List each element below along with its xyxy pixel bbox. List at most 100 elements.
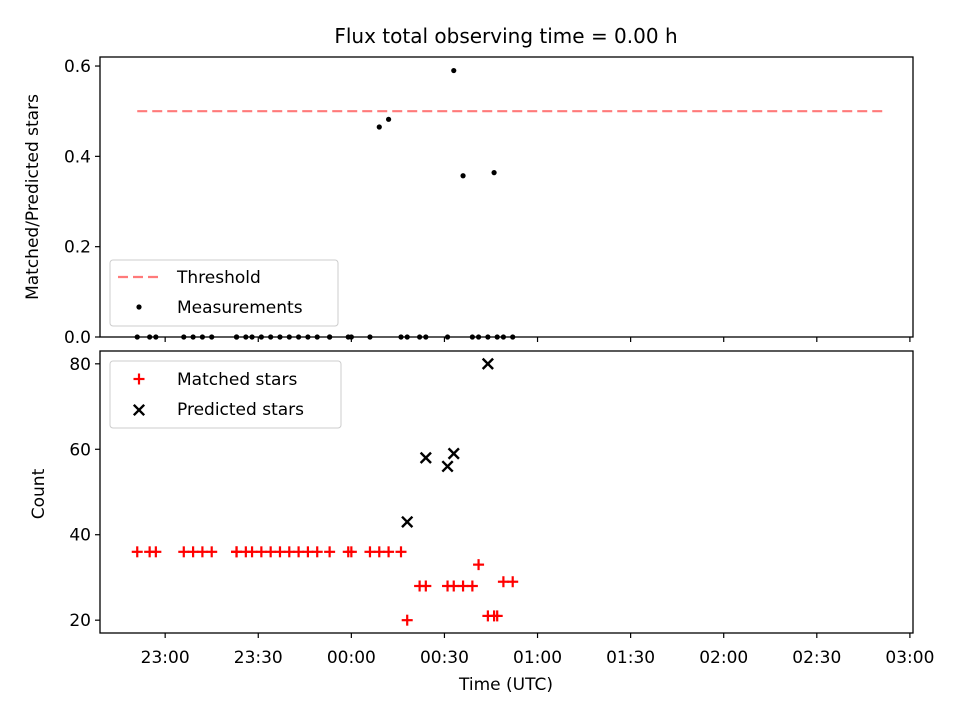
matched-star-point bbox=[311, 546, 323, 558]
legend-measurements-label: Measurements bbox=[177, 298, 303, 318]
bottom-legend-box bbox=[109, 360, 342, 429]
measurement-point bbox=[385, 116, 392, 122]
matched-star-point bbox=[448, 580, 460, 592]
matched-star-point bbox=[150, 546, 162, 558]
bottom-y-ticks: 20 40 60 80 bbox=[69, 355, 100, 631]
measurement-point bbox=[209, 334, 215, 340]
matched-star-point bbox=[265, 546, 277, 558]
matched-star-point bbox=[345, 546, 357, 558]
measurement-point bbox=[153, 334, 159, 340]
predicted-star-point bbox=[441, 460, 454, 473]
x-marker-b bbox=[419, 451, 432, 464]
matched-star-point bbox=[383, 546, 395, 558]
measurement-points bbox=[134, 67, 516, 340]
x-tick-label: 00:30 bbox=[420, 648, 469, 668]
measurement-point bbox=[423, 334, 429, 340]
top-y-tick-label: 0.2 bbox=[64, 238, 91, 258]
chart-title: Flux total observing time = 0.00 h bbox=[334, 24, 677, 48]
bottom-x-ticks: 23:00 23:30 00:00 00:30 01:00 01:30 02:00 02:30… bbox=[141, 633, 934, 668]
legend-predicted-label: Predicted stars bbox=[177, 400, 304, 420]
matched-star-point bbox=[178, 546, 190, 558]
measurement-point bbox=[451, 67, 457, 74]
measurement-point bbox=[500, 334, 506, 340]
legend-plus-marker bbox=[133, 373, 145, 385]
matched-star-point bbox=[491, 610, 503, 622]
measurement-point bbox=[199, 334, 206, 340]
bottom-y-tick-label: 60 bbox=[69, 440, 91, 460]
measurement-point bbox=[249, 334, 255, 340]
matched-star-point bbox=[324, 546, 336, 558]
matched-star-point bbox=[283, 546, 295, 558]
legend-matched-label: Matched stars bbox=[177, 370, 297, 390]
x-tick-label: 01:30 bbox=[606, 648, 655, 668]
measurement-point bbox=[510, 334, 516, 340]
measurement-point bbox=[327, 334, 333, 340]
matched-star-point bbox=[293, 546, 305, 558]
x-marker-b bbox=[447, 447, 460, 460]
matched-star-point bbox=[473, 559, 485, 571]
matched-star-point bbox=[131, 546, 143, 558]
top-y-tick-label: 0.6 bbox=[64, 57, 91, 77]
measurement-point bbox=[494, 334, 500, 340]
bottom-y-tick-label: 80 bbox=[69, 355, 91, 375]
measurement-point bbox=[348, 334, 354, 340]
measurement-point bbox=[295, 334, 302, 340]
bottom-legend: Matched stars Predicted stars bbox=[109, 360, 342, 429]
bottom-y-tick-label: 20 bbox=[69, 611, 91, 631]
legend-x-marker bbox=[132, 403, 146, 417]
matched-star-point bbox=[196, 546, 208, 558]
x-tick-label: 03:00 bbox=[885, 648, 934, 668]
x-tick-label: 23:00 bbox=[141, 648, 190, 668]
measurement-point bbox=[460, 173, 466, 179]
matched-star-point bbox=[395, 546, 407, 558]
measurement-point bbox=[485, 334, 491, 340]
x-marker-b bbox=[401, 515, 414, 528]
x-marker-b bbox=[441, 460, 454, 473]
top-y-axis-label: Matched/Predicted stars bbox=[23, 94, 43, 300]
legend-threshold-label: Threshold bbox=[176, 268, 261, 288]
matched-star-point bbox=[401, 614, 413, 626]
matched-star-point bbox=[255, 546, 267, 558]
measurement-point bbox=[314, 334, 320, 340]
matched-star-point bbox=[497, 576, 509, 588]
legend-matched-swatch bbox=[133, 373, 145, 385]
matched-star-point bbox=[364, 546, 376, 558]
predicted-star-point bbox=[447, 447, 460, 460]
measurement-point bbox=[233, 334, 240, 340]
matched-star-point bbox=[231, 546, 243, 558]
measurement-point bbox=[367, 334, 373, 340]
matched-star-point bbox=[457, 580, 469, 592]
predicted-star-point bbox=[481, 357, 494, 370]
measurement-point bbox=[147, 334, 153, 340]
measurement-point bbox=[469, 334, 475, 340]
matched-star-point bbox=[373, 546, 385, 558]
measurement-point bbox=[376, 124, 382, 130]
bottom-y-tick-label: 40 bbox=[69, 526, 91, 546]
matched-stars-points bbox=[131, 546, 519, 626]
top-legend-box bbox=[109, 259, 339, 327]
matched-star-point bbox=[507, 576, 519, 588]
measurement-point bbox=[190, 334, 196, 340]
x-tick-label: 02:00 bbox=[699, 648, 748, 668]
predicted-stars-points bbox=[401, 357, 494, 528]
measurement-point bbox=[243, 334, 249, 340]
bottom-y-axis-label: Count bbox=[29, 468, 49, 519]
x-marker-b bbox=[132, 403, 146, 417]
measurement-point bbox=[181, 334, 187, 340]
measurement-point bbox=[475, 334, 482, 340]
measurement-point bbox=[286, 334, 292, 340]
measurement-point bbox=[134, 334, 140, 340]
top-y-ticks: 0.0 0.2 0.4 0.6 bbox=[64, 57, 100, 348]
predicted-star-point bbox=[419, 451, 432, 464]
top-legend: Threshold Measurements bbox=[109, 259, 339, 327]
matched-star-point bbox=[246, 546, 258, 558]
measurement-point bbox=[305, 334, 311, 340]
measurement-point bbox=[491, 170, 497, 176]
top-y-tick-label: 0.4 bbox=[64, 147, 91, 167]
x-tick-label: 02:30 bbox=[792, 648, 841, 668]
top-panel: 0.0 0.2 0.4 0.6 Matched/Predicted stars Thr… bbox=[23, 56, 914, 348]
matched-star-point bbox=[187, 546, 199, 558]
bottom-panel: 20 40 60 80 23:00 23:30 00:00 00:30 01:00 01:30 0… bbox=[29, 350, 934, 695]
measurement-point bbox=[417, 334, 423, 340]
